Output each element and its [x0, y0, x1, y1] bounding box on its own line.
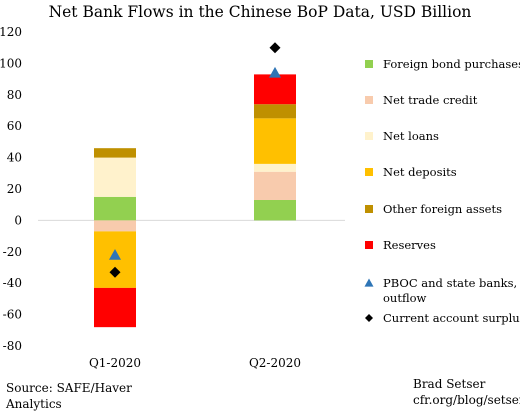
legend-label: Net deposits — [383, 165, 457, 179]
legend-swatch — [365, 168, 373, 176]
legend-swatch — [365, 241, 373, 249]
y-tick-label: 80 — [7, 88, 22, 102]
bar-segment — [94, 220, 136, 232]
x-category-label: Q2-2020 — [249, 356, 301, 370]
y-tick-label: 60 — [7, 119, 22, 133]
legend-swatch — [365, 60, 373, 68]
credit-line-2: cfr.org/blog/setser — [413, 393, 520, 407]
y-tick-label: -20 — [3, 245, 22, 259]
credit-line-1: Brad Setser — [413, 377, 486, 391]
legend-diamond-icon — [365, 314, 373, 322]
bar-segment — [94, 196, 136, 221]
y-tick-label: 120 — [0, 25, 22, 39]
diamond-marker — [269, 42, 281, 54]
y-tick-label: -60 — [3, 308, 22, 322]
y-tick-label: -40 — [3, 276, 22, 290]
legend-label: Foreign bond purchases — [383, 57, 520, 71]
source-line-2: Analytics — [6, 397, 62, 411]
bar-segment — [254, 163, 296, 172]
chart-title: Net Bank Flows in the Chinese BoP Data, … — [49, 3, 472, 21]
bar-segment — [254, 74, 296, 105]
diamond-marker — [109, 266, 121, 278]
legend-label-line-2: outflow — [383, 291, 427, 305]
bar-segment — [94, 287, 136, 328]
x-category-label: Q1-2020 — [89, 356, 141, 370]
y-tick-label: -80 — [3, 339, 22, 353]
triangle-marker — [109, 248, 121, 260]
y-tick-label: 100 — [0, 56, 22, 70]
bar-segment — [254, 118, 296, 164]
legend-swatch — [365, 96, 373, 104]
legend-label: Reserves — [383, 238, 436, 252]
legend-swatch — [365, 132, 373, 140]
y-tick-label: 20 — [7, 182, 22, 196]
y-tick-label: 0 — [14, 213, 22, 227]
credit-note: Brad Setser cfr.org/blog/setser — [413, 376, 520, 408]
bar-segment — [94, 157, 136, 197]
legend-label: Current account surplus — [383, 311, 520, 325]
triangle-marker — [269, 66, 281, 78]
source-line-1: Source: SAFE/Haver — [6, 381, 132, 395]
legend-triangle-icon — [364, 278, 374, 287]
legend-label: PBOC and state banks, net — [383, 276, 520, 290]
legend-swatch — [365, 205, 373, 213]
bar-segment — [254, 171, 296, 200]
bar-segment — [254, 199, 296, 221]
bar-segment — [254, 104, 296, 119]
legend-label: Net loans — [383, 129, 439, 143]
source-note: Source: SAFE/Haver Analytics — [6, 380, 132, 412]
legend-label: Net trade credit — [383, 93, 478, 107]
y-tick-label: 40 — [7, 151, 22, 165]
legend-label: Other foreign assets — [383, 202, 502, 216]
bar-segment — [94, 148, 136, 158]
